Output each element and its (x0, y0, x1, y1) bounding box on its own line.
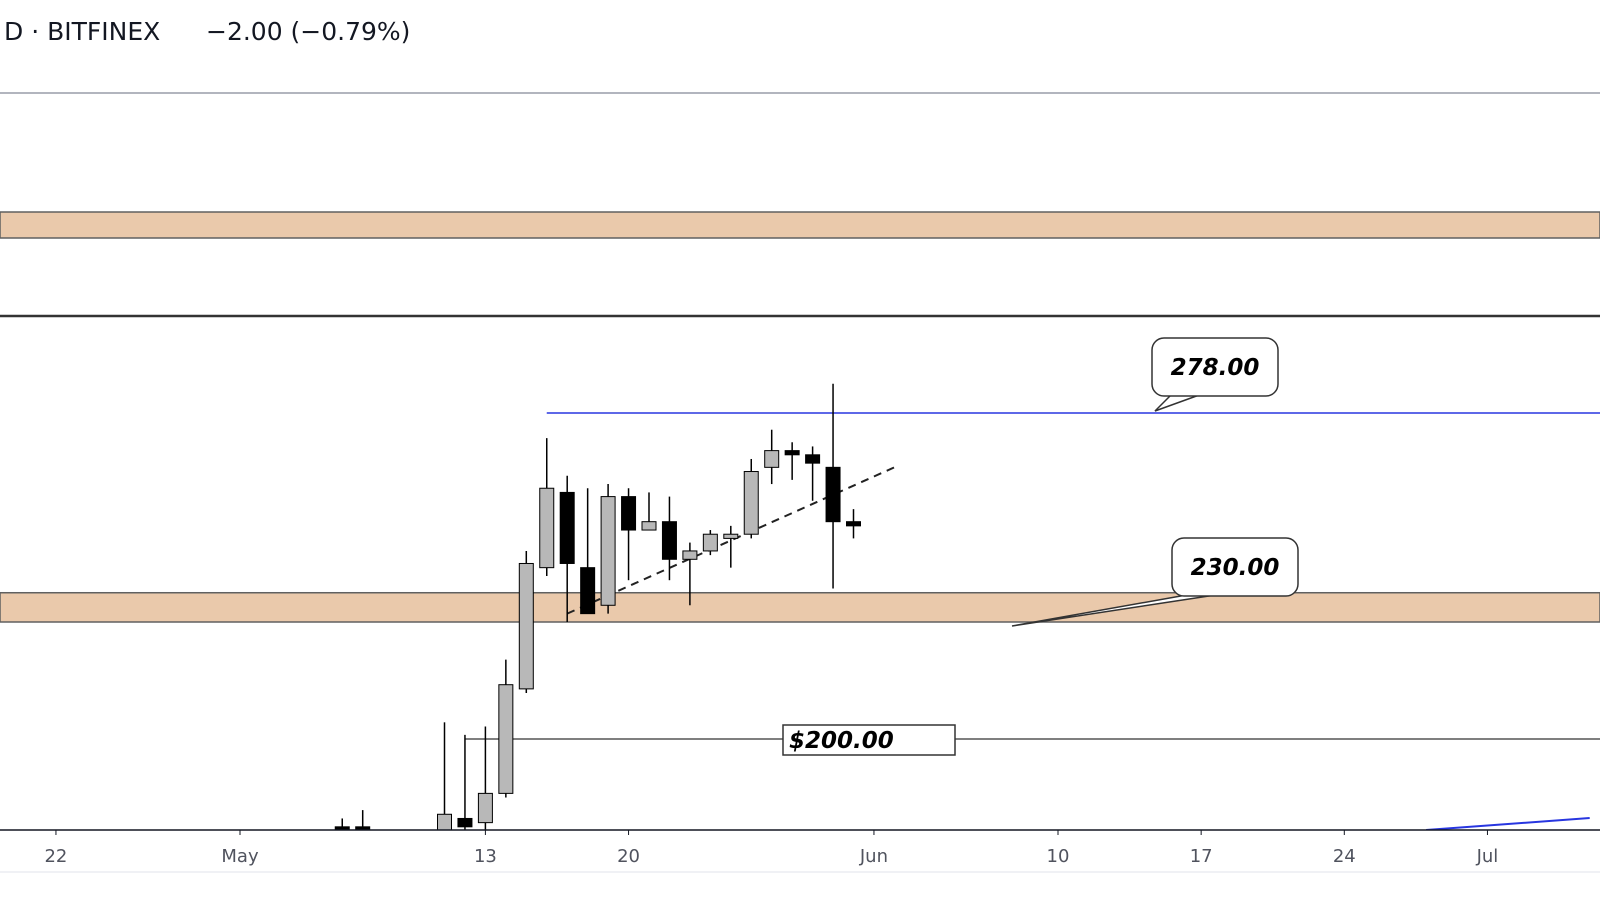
symbol-label[interactable]: D · BITFINEX (4, 17, 161, 46)
candle-body[interactable] (764, 450, 780, 468)
price-annotation-label: 278.00 (1171, 355, 1260, 381)
x-tick-label: 13 (474, 846, 497, 867)
candle-body[interactable] (559, 491, 575, 564)
candle-body[interactable] (457, 817, 473, 828)
candle-body[interactable] (621, 496, 637, 531)
x-tick-label: 22 (44, 846, 67, 867)
candle-body[interactable] (641, 521, 657, 531)
candle-body[interactable] (539, 487, 555, 569)
candle-body[interactable] (702, 533, 718, 552)
candle-body[interactable] (846, 521, 861, 527)
price-annotation-label: $200.00 (789, 728, 894, 754)
candle-body[interactable] (805, 454, 821, 464)
candle-body[interactable] (334, 826, 350, 831)
price-annotation-label: 230.00 (1191, 555, 1280, 581)
supply-demand-zone[interactable] (0, 591, 1600, 623)
candle-body[interactable] (498, 684, 514, 794)
x-tick-label: 24 (1333, 846, 1356, 867)
x-tick-label: May (221, 846, 259, 867)
candle-body[interactable] (477, 792, 493, 824)
candle-body[interactable] (723, 533, 739, 539)
candle-body[interactable] (743, 471, 759, 535)
candle-body[interactable] (825, 466, 841, 523)
callout-box[interactable] (1171, 537, 1299, 597)
trendline[interactable] (1426, 817, 1590, 830)
chart-header: D · BITFINEX −2.00 (−0.79%) (0, 0, 1600, 93)
supply-demand-zone[interactable] (0, 211, 1600, 239)
candle-body[interactable] (661, 521, 677, 560)
candle-body[interactable] (355, 826, 371, 831)
header-divider (0, 92, 1600, 94)
x-tick-label: 10 (1047, 846, 1070, 867)
callout-pointer (1011, 593, 1223, 627)
x-tick-label: Jul (1476, 846, 1499, 867)
callout-box[interactable] (782, 724, 956, 756)
callout-box[interactable] (1151, 337, 1279, 397)
candle-body[interactable] (682, 550, 698, 560)
candle-body[interactable] (600, 496, 616, 606)
x-tick-label: 17 (1190, 846, 1213, 867)
candle-body[interactable] (518, 562, 534, 690)
candle-body[interactable] (437, 813, 452, 839)
price-change: −2.00 (−0.79%) (206, 17, 411, 46)
candle-body[interactable] (580, 567, 596, 615)
callout-pointer (1154, 393, 1203, 412)
candle-body[interactable] (784, 450, 800, 456)
x-tick-label: Jun (859, 846, 888, 867)
x-tick-label: 20 (617, 846, 640, 867)
